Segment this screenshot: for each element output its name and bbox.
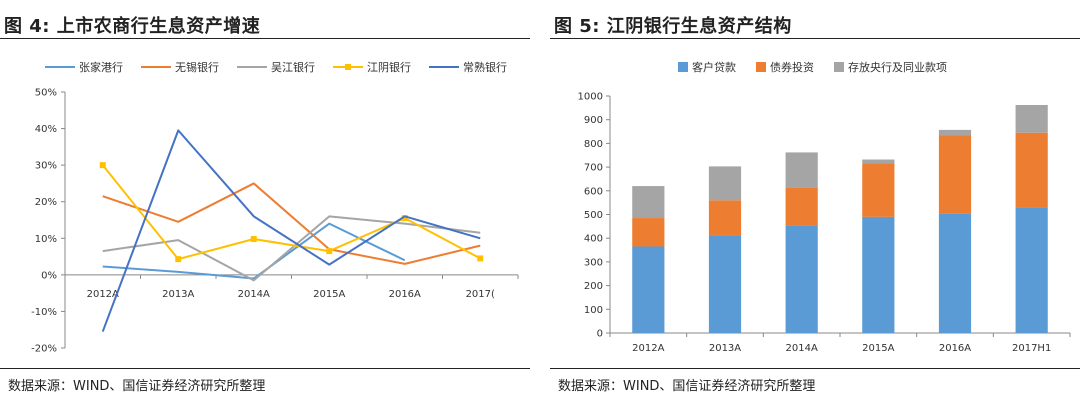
y-tick-label: 200 bbox=[584, 281, 603, 292]
data-point bbox=[250, 236, 257, 243]
x-tick-label: 2015A bbox=[862, 343, 894, 354]
legend-swatch bbox=[834, 62, 844, 72]
x-tick-label: 2013A bbox=[709, 343, 741, 354]
bar-segment bbox=[708, 235, 742, 333]
data-point bbox=[99, 162, 106, 169]
left-source-note: 数据来源：WIND、国信证券经济研究所整理 bbox=[8, 379, 266, 394]
bar-segment bbox=[708, 200, 742, 236]
bar-segment bbox=[1015, 132, 1048, 208]
y-tick-label: 900 bbox=[584, 115, 603, 126]
right-chart-panel: 图 5: 江阴银行生息资产结构 0 100 200 300 400 500 600 700 80… bbox=[550, 0, 1080, 400]
y-tick-label: -20% bbox=[31, 344, 57, 355]
y-tick-label: 50% bbox=[35, 88, 57, 99]
series-line bbox=[102, 182, 481, 265]
y-tick-label: 40% bbox=[35, 124, 57, 135]
x-tick-label: 2012A bbox=[632, 343, 664, 354]
line-chart-svg: -20% -10% 0% 10% 20% 30% 40% 50% 2012A 2013A 2014A… bbox=[31, 60, 519, 355]
y-tick-label: 300 bbox=[584, 257, 603, 268]
y-tick-label: 0 bbox=[597, 329, 603, 340]
data-point bbox=[401, 215, 408, 222]
legend-label: 客户贷款 bbox=[692, 60, 736, 74]
x-tick-label: 2016A bbox=[939, 343, 971, 354]
bar-segment bbox=[938, 135, 972, 214]
bar-segment bbox=[785, 187, 818, 226]
x-tick-label: 2014A bbox=[238, 289, 270, 300]
right-chart-title: 图 5: 江阴银行生息资产结构 bbox=[554, 16, 792, 37]
y-tick-label: 20% bbox=[35, 197, 57, 208]
right-source-bar: 数据来源：WIND、国信证券经济研究所整理 bbox=[550, 368, 1080, 399]
x-tick-label: 2017H1 bbox=[1012, 343, 1051, 354]
bar-segment bbox=[785, 225, 818, 333]
y-tick-label: 100 bbox=[584, 305, 603, 316]
y-tick-label: -10% bbox=[31, 307, 57, 318]
bar-segment bbox=[632, 218, 665, 247]
line-chart-area: -20% -10% 0% 10% 20% 30% 40% 50% 2012A 2013A 2014A… bbox=[0, 44, 530, 364]
x-tick-label: 2014A bbox=[786, 343, 818, 354]
y-tick-label: 0% bbox=[41, 270, 57, 281]
series-line bbox=[102, 222, 406, 280]
x-tick-label: 2015A bbox=[313, 289, 345, 300]
legend-label: 常熟银行 bbox=[463, 60, 507, 74]
y-tick-label: 800 bbox=[584, 139, 603, 150]
y-tick-label: 1000 bbox=[578, 92, 603, 103]
right-chart-title-bar: 图 5: 江阴银行生息资产结构 bbox=[550, 8, 1080, 39]
bar-segment bbox=[708, 166, 742, 201]
bar-segment bbox=[1015, 207, 1048, 333]
bar-chart-area: 0 100 200 300 400 500 600 700 800 900 1000 2012A 201… bbox=[550, 44, 1080, 364]
y-tick-label: 30% bbox=[35, 161, 57, 172]
y-tick-label: 10% bbox=[35, 234, 57, 245]
legend-label: 存放央行及同业款项 bbox=[848, 60, 947, 74]
legend-label: 无锡银行 bbox=[175, 60, 219, 74]
legend-label: 张家港行 bbox=[79, 60, 123, 74]
legend-marker bbox=[345, 64, 351, 70]
x-tick-label: 2016A bbox=[389, 289, 421, 300]
series-line bbox=[101, 129, 481, 332]
y-tick-label: 500 bbox=[584, 210, 603, 221]
bar-segment bbox=[632, 246, 665, 333]
left-source-bar: 数据来源：WIND、国信证券经济研究所整理 bbox=[0, 368, 530, 399]
y-tick-label: 700 bbox=[584, 163, 603, 174]
x-tick-label: 2013A bbox=[162, 289, 194, 300]
legend-label: 吴江银行 bbox=[271, 60, 315, 74]
left-chart-title: 图 4: 上市农商行生息资产增速 bbox=[4, 16, 261, 37]
data-point bbox=[326, 248, 333, 255]
left-chart-panel: 图 4: 上市农商行生息资产增速 -20% -10% 0% 10% 20% 30% 40% 5… bbox=[0, 0, 530, 400]
data-point bbox=[477, 255, 484, 262]
series-line bbox=[101, 164, 481, 261]
legend-label: 债券投资 bbox=[770, 60, 814, 74]
bar-segment bbox=[938, 213, 972, 333]
bar-segment bbox=[862, 159, 895, 164]
legend-swatch bbox=[678, 62, 688, 72]
legend-label: 江阴银行 bbox=[367, 60, 411, 74]
bar-segment bbox=[785, 152, 818, 188]
y-tick-label: 600 bbox=[584, 186, 603, 197]
bar-chart-svg: 0 100 200 300 400 500 600 700 800 900 1000 2012A 201… bbox=[578, 60, 1071, 354]
data-point bbox=[175, 256, 182, 263]
y-tick-label: 400 bbox=[584, 234, 603, 245]
x-tick-label: 2012A bbox=[87, 289, 119, 300]
bar-segment bbox=[1015, 105, 1048, 133]
bar-segment bbox=[938, 129, 972, 136]
left-chart-title-bar: 图 4: 上市农商行生息资产增速 bbox=[0, 8, 530, 39]
right-source-note: 数据来源：WIND、国信证券经济研究所整理 bbox=[558, 379, 816, 394]
bar-segment bbox=[862, 163, 895, 217]
bar-segment bbox=[862, 216, 895, 333]
legend-swatch bbox=[756, 62, 766, 72]
bar-segment bbox=[632, 186, 665, 219]
x-tick-label: 2017( bbox=[466, 289, 495, 300]
